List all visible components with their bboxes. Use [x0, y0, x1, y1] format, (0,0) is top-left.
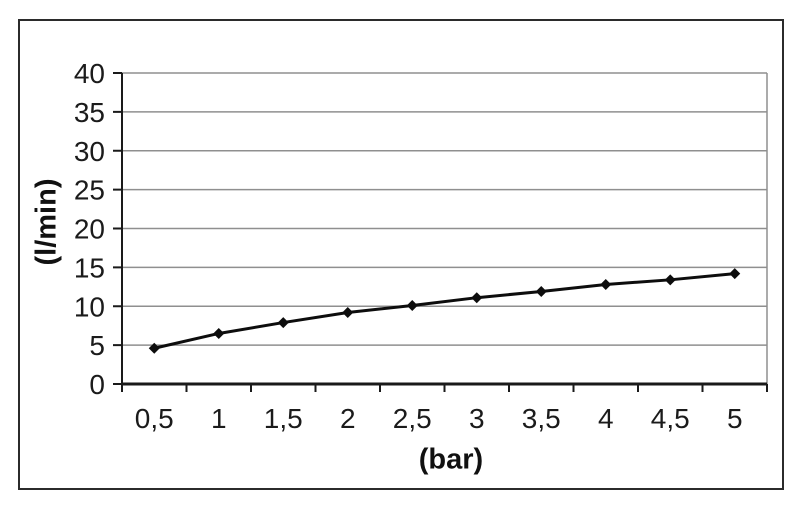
y-axis-title: (l/min) — [30, 178, 63, 266]
x-axis-title: (bar) — [418, 443, 484, 476]
x-tick-label: 4,5 — [651, 403, 690, 434]
x-tick-label: 2,5 — [393, 403, 432, 434]
y-tick-label: 35 — [74, 97, 105, 128]
x-tick-label: 5 — [727, 403, 743, 434]
data-point-marker — [729, 268, 741, 280]
data-point-marker — [664, 274, 676, 286]
data-point-marker — [471, 292, 483, 304]
data-point-marker — [535, 285, 547, 297]
y-tick-label: 10 — [74, 291, 105, 322]
data-point-marker — [600, 278, 612, 290]
y-tick-label: 15 — [74, 252, 105, 283]
y-tick-label: 5 — [89, 330, 105, 361]
x-tick-label: 3 — [469, 403, 485, 434]
y-tick-label: 0 — [89, 369, 105, 400]
data-point-marker — [406, 299, 418, 311]
x-tick-label: 2 — [340, 403, 356, 434]
data-point-marker — [148, 342, 160, 354]
data-point-marker — [277, 317, 289, 329]
x-tick-label: 1 — [211, 403, 227, 434]
y-tick-label: 30 — [74, 136, 105, 167]
chart-outer-border — [18, 19, 784, 490]
y-tick-label: 40 — [74, 58, 105, 89]
y-tick-label: 25 — [74, 175, 105, 206]
data-point-marker — [342, 306, 354, 318]
x-tick-label: 4 — [598, 403, 614, 434]
y-tick-label: 20 — [74, 214, 105, 245]
data-point-marker — [213, 327, 225, 339]
x-tick-label: 1,5 — [264, 403, 303, 434]
x-tick-label: 3,5 — [522, 403, 561, 434]
x-tick-label: 0,5 — [135, 403, 174, 434]
series-line — [152, 272, 737, 350]
